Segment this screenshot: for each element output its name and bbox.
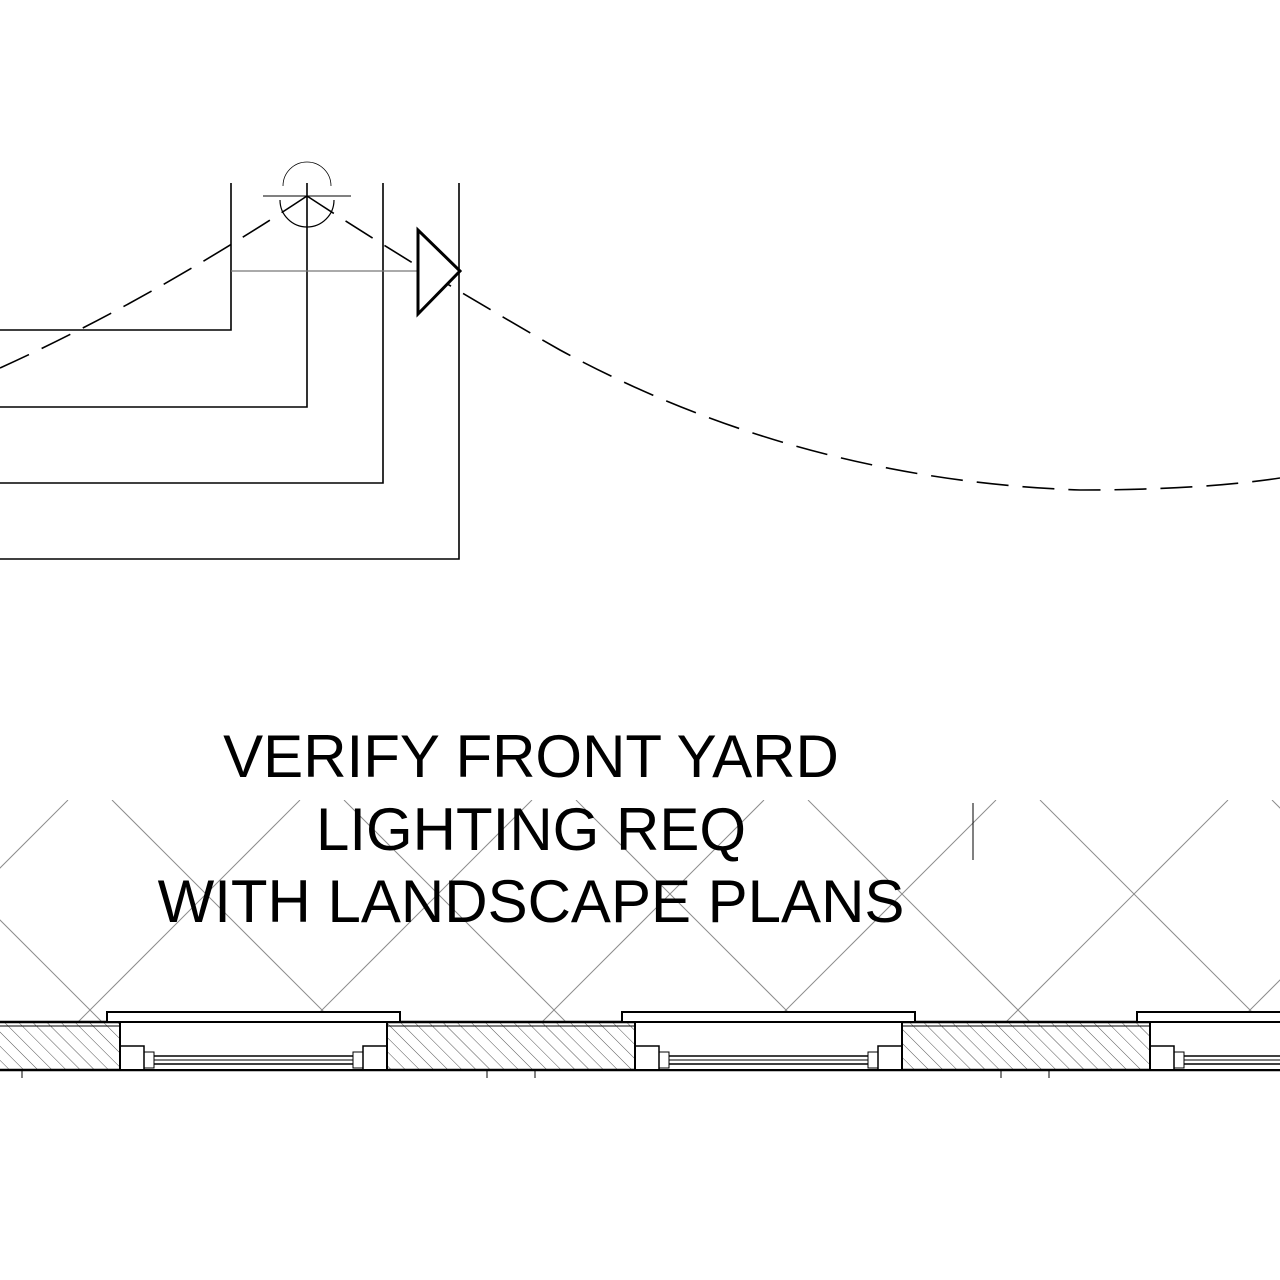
grid-line [541,800,765,1022]
grid-line [77,800,301,1022]
grid-line [1237,979,1280,1022]
triangle-marker-icon [416,226,463,318]
grid-line [0,800,69,869]
wiring-arc-left [0,195,308,369]
wall-outline-3 [0,183,384,484]
grid-line [1271,800,1280,809]
window-unit [1136,1011,1280,1071]
window-unit [106,1011,401,1071]
window-units [106,1011,1280,1071]
wall-outline-4 [0,183,460,560]
paving-grid [0,800,1280,1220]
annotation-note: VERIFY FRONT YARD LIGHTING REQ WITH LAND… [158,723,905,935]
grid-line [1272,800,1280,1220]
wall-outline-2 [0,183,308,408]
grid-line [1005,800,1229,1022]
note-line-1: VERIFY FRONT YARD [223,723,839,790]
grid-line [1039,800,1263,1022]
note-line-3: WITH LANDSCAPE PLANS [158,868,905,935]
grid-line [773,800,997,1022]
window-unit [621,1011,916,1071]
wall-outlines [0,183,460,560]
grid-line [0,800,68,1220]
wall-light-fixture-icon [263,161,351,228]
grid-line [309,800,533,1022]
wiring-arc-right [306,195,1280,491]
wall-outline-1 [0,183,232,331]
note-line-2: LIGHTING REQ [316,796,746,863]
grid-line [0,919,103,1022]
